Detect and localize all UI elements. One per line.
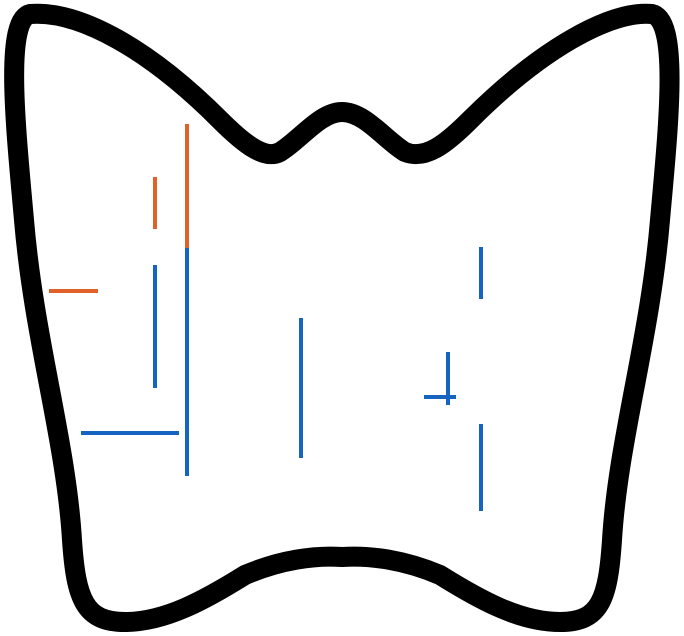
outline-shape [14,14,669,622]
